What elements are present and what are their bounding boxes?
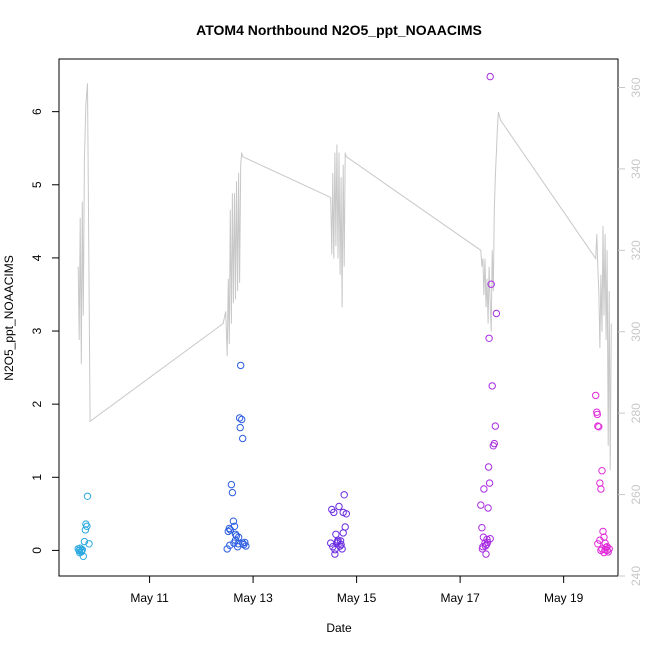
y-tick-label: 3	[30, 327, 44, 334]
data-point	[227, 480, 236, 489]
data-point	[78, 546, 86, 555]
data-point	[488, 382, 496, 390]
data-point	[335, 502, 343, 511]
x-tick-label: May 13	[233, 591, 273, 605]
data-point	[234, 540, 242, 548]
data-point	[238, 415, 246, 424]
data-point	[594, 422, 602, 430]
data-point	[330, 508, 338, 517]
data-point	[336, 537, 345, 545]
data-point	[485, 479, 494, 487]
series-5	[592, 391, 613, 557]
y-axis-right: 240 260 280 300 320 340 360	[618, 77, 643, 586]
y2-tick-label: 340	[629, 159, 643, 179]
data-point	[477, 501, 485, 509]
data-point	[237, 361, 245, 370]
y-tick-label: 6	[30, 108, 44, 115]
x-axis: May 11 May 13 May 15 May 17 May 19	[130, 576, 584, 605]
data-point	[597, 485, 605, 493]
data-point	[596, 479, 604, 487]
data-point	[76, 544, 84, 552]
data-point	[492, 309, 501, 318]
data-point	[85, 540, 93, 548]
plot-frame	[58, 58, 619, 577]
data-point	[605, 545, 613, 553]
y2-tick-label: 300	[629, 321, 643, 341]
x-tick-label: May 17	[440, 591, 480, 605]
data-point	[331, 550, 339, 558]
line-series	[77, 83, 612, 471]
series-2	[223, 361, 250, 553]
series-3	[327, 491, 350, 558]
scatter-points	[74, 72, 613, 560]
data-point	[597, 546, 605, 555]
data-point	[490, 439, 498, 448]
data-point	[333, 537, 342, 546]
data-point	[239, 434, 247, 443]
data-point	[595, 423, 603, 431]
data-point	[593, 410, 601, 419]
data-point	[83, 492, 92, 500]
y2-tick-label: 320	[629, 240, 643, 260]
y2-tick-label: 280	[629, 403, 643, 423]
data-point	[229, 517, 238, 525]
data-point	[486, 72, 494, 81]
data-point	[230, 522, 239, 530]
series-4	[477, 72, 501, 558]
data-point	[596, 536, 604, 544]
data-point	[226, 526, 235, 534]
x-tick-label: May 15	[337, 591, 377, 605]
data-point	[232, 532, 241, 540]
data-point	[338, 545, 346, 553]
data-point	[483, 535, 491, 544]
data-point	[478, 524, 486, 532]
data-point	[594, 540, 602, 548]
x-axis-label: Date	[326, 621, 352, 635]
y-axis-left: 0 1 2 3 4 5 6	[30, 108, 59, 554]
y-tick-label: 1	[30, 474, 44, 481]
data-point	[486, 535, 494, 543]
data-point	[83, 522, 91, 530]
data-point	[484, 504, 492, 512]
chart-title: ATOM4 Northbound N2O5_ppt_NOAACIMS	[196, 22, 482, 38]
y-tick-label: 5	[30, 181, 44, 188]
data-point	[484, 463, 493, 471]
x-tick-label: May 11	[130, 591, 169, 605]
data-point	[485, 334, 493, 342]
data-point	[340, 491, 348, 499]
x-tick-label: May 19	[544, 591, 584, 605]
data-point	[480, 485, 488, 493]
data-point	[482, 540, 491, 549]
data-point	[236, 423, 244, 432]
data-point	[81, 526, 90, 534]
y-tick-label: 2	[30, 401, 44, 408]
data-point	[479, 533, 488, 541]
right-axis-line-series	[77, 83, 612, 471]
data-point	[239, 539, 247, 547]
data-point	[228, 488, 237, 497]
data-point	[339, 529, 347, 537]
y2-tick-label: 260	[629, 484, 643, 504]
series-1	[74, 492, 93, 560]
y2-tick-label: 240	[629, 566, 643, 586]
data-point	[487, 280, 495, 288]
data-point	[342, 510, 350, 518]
y2-tick-label: 360	[629, 77, 643, 97]
data-point	[226, 541, 234, 549]
data-point	[478, 545, 487, 553]
data-point	[598, 467, 606, 475]
y-tick-label: 0	[30, 547, 44, 554]
y-axis-label: N2O5_ppt_NOAACIMS	[2, 255, 16, 380]
y-tick-label: 4	[30, 254, 44, 261]
data-point	[76, 548, 84, 557]
data-point	[80, 537, 89, 546]
data-point	[592, 391, 600, 400]
data-point	[331, 546, 339, 554]
data-point	[235, 414, 244, 422]
data-point	[491, 422, 499, 430]
data-point	[601, 546, 609, 554]
data-point	[482, 550, 490, 558]
